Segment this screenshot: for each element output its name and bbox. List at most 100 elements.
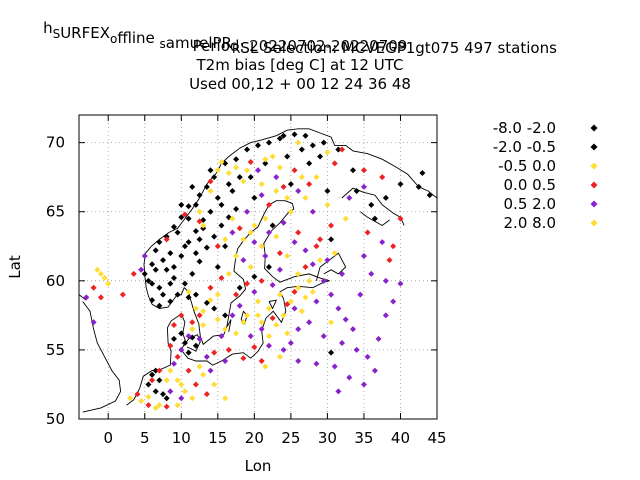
- data-point: [346, 194, 353, 201]
- data-point: [284, 330, 291, 337]
- title-line-1: hSURFEXoffline samuelPRRSL Selection: MC…: [43, 19, 557, 57]
- x-tick-label: 35: [354, 429, 373, 447]
- data-point: [149, 371, 156, 378]
- data-point: [225, 270, 232, 277]
- data-point: [255, 142, 261, 149]
- data-point: [258, 181, 265, 188]
- data-point: [284, 194, 291, 201]
- data-point: [211, 174, 218, 181]
- data-point: [192, 342, 199, 349]
- data-point: [185, 288, 192, 295]
- data-point: [287, 340, 294, 346]
- data-point: [178, 346, 185, 353]
- data-point: [240, 236, 247, 243]
- data-point: [167, 367, 174, 374]
- data-point: [222, 312, 229, 319]
- data-point: [251, 288, 258, 295]
- data-point: [309, 261, 316, 268]
- data-point: [382, 194, 389, 201]
- data-point: [196, 236, 203, 243]
- data-point: [265, 139, 272, 146]
- data-point: [247, 264, 254, 270]
- data-point: [174, 377, 181, 384]
- data-point: [236, 174, 243, 181]
- data-point: [207, 167, 214, 174]
- data-point: [192, 305, 199, 312]
- data-point: [211, 233, 218, 240]
- data-point: [251, 239, 258, 246]
- data-point: [196, 312, 203, 319]
- x-tick-label: 30: [318, 429, 337, 447]
- data-point: [160, 391, 167, 398]
- chart-title: hSURFEXoffline samuelPRRSL Selection: MC…: [43, 19, 557, 93]
- coastline: [78, 294, 87, 301]
- data-point: [371, 367, 378, 374]
- data-point: [306, 181, 313, 188]
- data-point: [291, 167, 298, 174]
- data-point: [170, 335, 177, 342]
- data-point: [324, 201, 331, 208]
- data-point: [251, 273, 258, 280]
- data-point: [353, 188, 360, 194]
- data-point: [170, 322, 177, 329]
- data-point: [328, 236, 335, 243]
- data-point: [258, 326, 265, 333]
- data-point: [152, 367, 159, 374]
- data-point: [189, 395, 196, 402]
- data-point: [200, 371, 207, 378]
- data-point: [313, 360, 320, 367]
- data-point: [196, 335, 203, 342]
- data-point: [200, 322, 207, 329]
- data-point: [287, 181, 294, 188]
- data-point: [247, 158, 254, 165]
- data-point: [295, 270, 302, 277]
- data-point: [298, 146, 305, 153]
- data-point: [324, 188, 331, 194]
- data-point: [342, 215, 349, 222]
- data-point: [145, 402, 152, 409]
- data-point: [295, 284, 302, 291]
- data-point: [167, 298, 174, 305]
- data-point: [222, 357, 229, 364]
- data-point: [130, 270, 137, 277]
- data-point: [265, 229, 272, 236]
- data-point: [335, 305, 342, 312]
- data-point: [163, 266, 170, 273]
- data-point: [280, 219, 287, 226]
- data-point: [255, 312, 261, 319]
- data-point: [255, 167, 261, 174]
- data-point: [280, 132, 287, 139]
- data-point: [331, 160, 338, 167]
- data-point: [240, 319, 247, 326]
- data-point: [185, 203, 192, 210]
- data-point: [170, 360, 177, 367]
- legend-label: 0.5 2.0: [504, 195, 556, 213]
- data-point: [101, 275, 108, 282]
- data-point: [189, 270, 196, 277]
- data-point: [218, 158, 225, 165]
- data-point: [255, 298, 261, 305]
- data-point: [379, 239, 386, 246]
- data-point: [335, 146, 342, 153]
- data-point: [295, 357, 302, 364]
- legend-label: 0.0 0.5: [504, 176, 556, 194]
- data-point: [349, 167, 356, 174]
- data-point: [302, 247, 309, 254]
- data-point: [218, 333, 225, 340]
- coastline: [341, 187, 405, 226]
- data-point: [192, 381, 199, 388]
- data-point: [276, 135, 283, 142]
- data-point: [353, 346, 360, 353]
- data-point: [170, 223, 177, 230]
- data-point: [320, 139, 327, 146]
- data-point: [174, 353, 181, 360]
- data-point: [284, 153, 291, 160]
- data-point: [149, 261, 156, 268]
- data-point: [214, 291, 221, 298]
- data-point: [192, 201, 199, 208]
- data-point: [360, 252, 367, 259]
- data-point: [287, 298, 294, 305]
- data-point: [291, 305, 298, 312]
- data-point: [262, 363, 269, 370]
